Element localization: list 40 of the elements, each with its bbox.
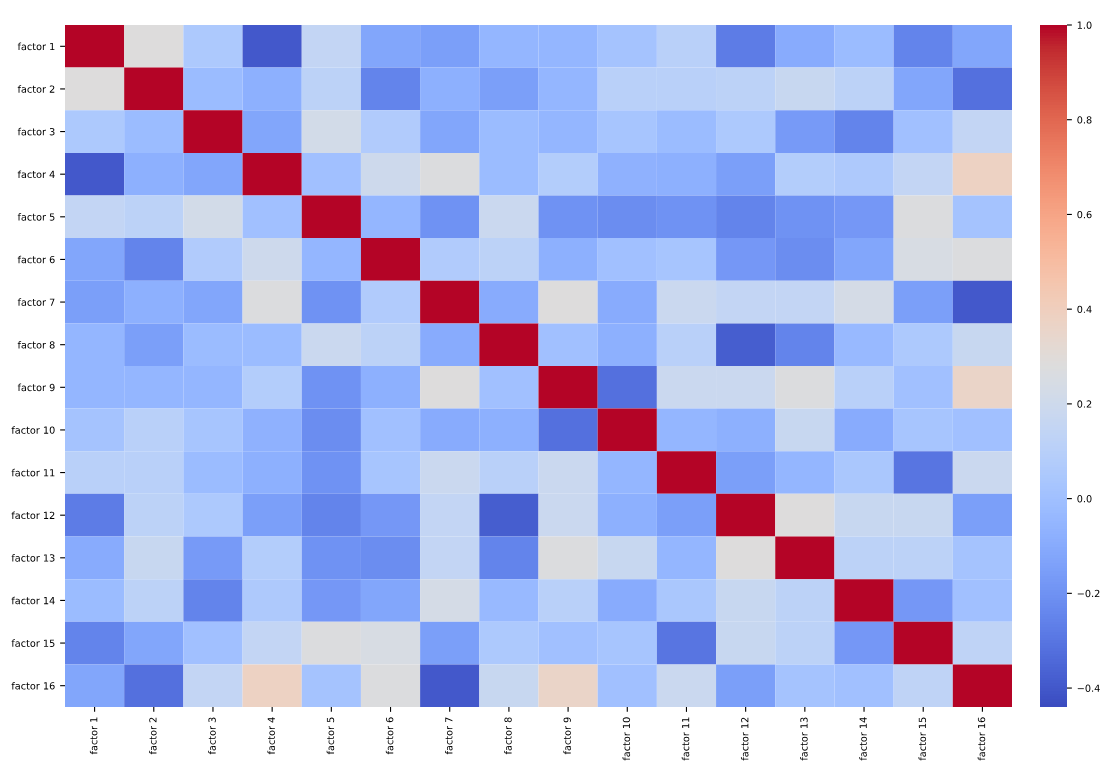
x-tick-label: factor 16 bbox=[977, 717, 986, 761]
y-tick-label: factor 13 bbox=[11, 554, 55, 562]
x-tick-label: factor 12 bbox=[740, 717, 749, 761]
x-tick-label: factor 11 bbox=[681, 717, 690, 761]
x-tick-label: factor 7 bbox=[445, 717, 453, 755]
y-tick-label: factor 7 bbox=[17, 298, 55, 306]
y-tick-label: factor 10 bbox=[11, 426, 55, 434]
x-tick-label: factor 9 bbox=[563, 717, 571, 755]
color-bar-label: 0.4 bbox=[1077, 305, 1092, 313]
color-bar-label: −0.4 bbox=[1077, 684, 1100, 692]
y-tick-label: factor 3 bbox=[17, 127, 55, 136]
x-tick-label: factor 14 bbox=[859, 717, 867, 761]
y-tick-label: factor 11 bbox=[11, 468, 55, 477]
x-tick-label: factor 2 bbox=[149, 717, 157, 755]
x-tick-label: factor 1 bbox=[89, 717, 98, 755]
color-bar-label: 0.6 bbox=[1077, 210, 1092, 219]
y-tick-label: factor 12 bbox=[11, 511, 55, 520]
y-tick-label: factor 16 bbox=[11, 681, 55, 690]
y-tick-label: factor 6 bbox=[17, 255, 55, 264]
color-bar-label: 0.8 bbox=[1077, 116, 1092, 124]
x-tick-label: factor 13 bbox=[800, 717, 808, 761]
y-tick-label: factor 9 bbox=[17, 383, 55, 392]
x-tick-label: factor 10 bbox=[622, 717, 631, 761]
x-tick-label: factor 3 bbox=[208, 717, 216, 755]
x-tick-label: factor 6 bbox=[385, 717, 394, 755]
color-bar-label: −0.2 bbox=[1077, 589, 1100, 598]
y-tick-label: factor 2 bbox=[17, 85, 55, 93]
x-tick-label: factor 4 bbox=[267, 717, 275, 755]
y-tick-label: factor 4 bbox=[17, 170, 55, 179]
y-tick-label: factor 1 bbox=[17, 42, 55, 51]
y-tick-label: factor 15 bbox=[11, 639, 55, 647]
y-tick-label: factor 8 bbox=[17, 340, 55, 349]
color-bar-label: 0.2 bbox=[1077, 400, 1092, 408]
x-tick-label: factor 15 bbox=[918, 717, 927, 761]
y-tick-label: factor 5 bbox=[17, 213, 55, 221]
x-tick-label: factor 5 bbox=[326, 717, 335, 755]
color-bar-label: 1.0 bbox=[1077, 21, 1092, 29]
y-tick-label: factor 14 bbox=[11, 596, 55, 605]
x-tick-label: factor 8 bbox=[504, 717, 512, 755]
color-bar-label: 0.0 bbox=[1077, 495, 1092, 503]
